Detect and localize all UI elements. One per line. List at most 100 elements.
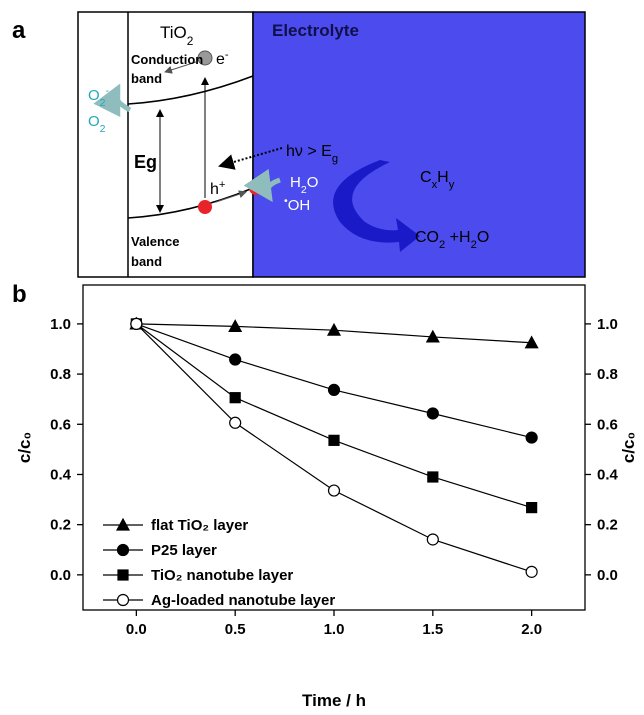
water-label-part: O — [307, 174, 319, 191]
hydrocarbon-label-part: x — [432, 179, 438, 191]
valence-band-label: band — [131, 254, 162, 269]
oxidation-arrow — [243, 168, 281, 203]
band-gap-label: Eg — [134, 152, 157, 172]
marker — [525, 565, 538, 578]
x-tick-label: 0.5 — [225, 621, 246, 638]
hydrocarbon-label-part: y — [449, 179, 455, 191]
oxygen-label: O2 — [88, 113, 106, 135]
y-tick-label: 0.8 — [50, 366, 71, 383]
x-tick-label: 2.0 — [521, 621, 542, 638]
x-tick-label: 1.0 — [324, 621, 345, 638]
marker — [426, 407, 439, 420]
water-label: H2O — [290, 174, 318, 196]
marker — [228, 319, 243, 333]
hole — [198, 200, 212, 214]
legend-label: TiO₂ nanotube layer — [151, 567, 293, 584]
products-label-part: +H — [445, 229, 470, 246]
y2-tick-label: 0.2 — [597, 517, 618, 534]
reaction-arrow — [333, 160, 420, 252]
y-tick-label: 0.0 — [50, 567, 71, 584]
layer-label-part: TiO — [160, 23, 187, 42]
oxygen-label-part: 2 — [100, 123, 106, 135]
frame — [77, 11, 254, 278]
hole-arrow — [215, 190, 247, 203]
marker — [426, 533, 439, 546]
valence-band-label: Valence — [131, 234, 179, 249]
marker — [326, 322, 342, 336]
electrolyte-label: Electrolyte — [272, 21, 359, 40]
electrolyte-region — [252, 11, 586, 278]
y2-tick-label: 1.0 — [597, 316, 618, 333]
marker — [327, 484, 341, 497]
electron — [197, 50, 213, 66]
water-label-part: 2 — [301, 184, 307, 196]
marker — [327, 383, 341, 397]
superoxide-label-part: O — [88, 87, 100, 104]
hydroxyl-label: •OH — [284, 195, 310, 214]
electron-label: e- — [216, 49, 229, 68]
products-label-part: 2 — [439, 239, 445, 251]
hydrocarbon-label-part: H — [437, 169, 449, 186]
y-tick-label: 0.6 — [50, 416, 71, 433]
series-line — [135, 323, 532, 573]
layer-label-part: 2 — [187, 34, 194, 48]
conduction-band-label: Conduction — [131, 52, 203, 67]
marker — [328, 434, 340, 446]
photon-label: hν > Eg — [286, 143, 338, 165]
layer-label: TiO2 — [160, 23, 194, 48]
series-line — [136, 323, 532, 509]
hole-label-part: + — [219, 179, 226, 191]
y-tick-label: 0.4 — [50, 466, 72, 483]
products-label-part: O — [477, 229, 489, 246]
y-tick-label: 0.2 — [50, 517, 71, 534]
marker — [427, 471, 439, 483]
legend-label: P25 layer — [151, 542, 217, 559]
panel-a — [77, 11, 586, 278]
hydroxyl-label-part: OH — [288, 197, 311, 214]
conduction-band-curve — [127, 75, 254, 105]
marker — [229, 353, 242, 366]
electron-label-part: e — [216, 51, 225, 68]
superoxide-label-part: 2 — [100, 97, 106, 109]
legend-marker — [116, 593, 130, 607]
photon-arrow — [218, 147, 283, 170]
hole-label-part: h — [210, 181, 219, 198]
legend-label: flat TiO₂ layer — [151, 517, 248, 534]
oxygen-label-part: O — [88, 113, 100, 130]
legend-marker — [116, 543, 130, 557]
marker — [229, 416, 242, 429]
superoxide-label: O2- — [88, 85, 110, 109]
surface-hole — [249, 181, 263, 195]
electron-arrow — [164, 61, 197, 74]
y2-tick-label: 0.0 — [597, 567, 618, 584]
legend-label: Ag-loaded nanotube layer — [151, 592, 335, 609]
superoxide-label-part: - — [106, 85, 110, 97]
water-label-part: H — [290, 174, 301, 191]
y2-tick-label: 0.6 — [597, 416, 618, 433]
hole-label: h+ — [210, 179, 225, 198]
products-label: CO2 +H2O — [415, 229, 489, 251]
hydrocarbon-label: CxHy — [420, 169, 455, 191]
y-axis-label: c/c₀ — [15, 432, 34, 463]
y2-tick-label: 0.4 — [597, 466, 619, 483]
y2-axis-label: c/c₀ — [619, 432, 638, 463]
y2-tick-label: 0.8 — [597, 366, 618, 383]
legend-marker — [115, 517, 131, 531]
marker — [425, 329, 440, 343]
marker — [525, 431, 538, 444]
marker — [130, 317, 143, 330]
electron-label-part: - — [225, 49, 229, 61]
products-label-part: CO — [415, 229, 439, 246]
reduction-arrow — [93, 83, 132, 118]
hydroxyl-label-part: • — [284, 195, 288, 207]
x-tick-label: 1.5 — [422, 621, 443, 638]
x-tick-label: 0.0 — [126, 621, 147, 638]
panel-label: a — [12, 17, 26, 44]
photon-label-part: g — [332, 153, 338, 165]
marker — [524, 335, 539, 349]
hydrocarbon-label-part: C — [420, 169, 432, 186]
x-axis-label: Time / h — [302, 691, 366, 710]
marker — [229, 392, 241, 404]
